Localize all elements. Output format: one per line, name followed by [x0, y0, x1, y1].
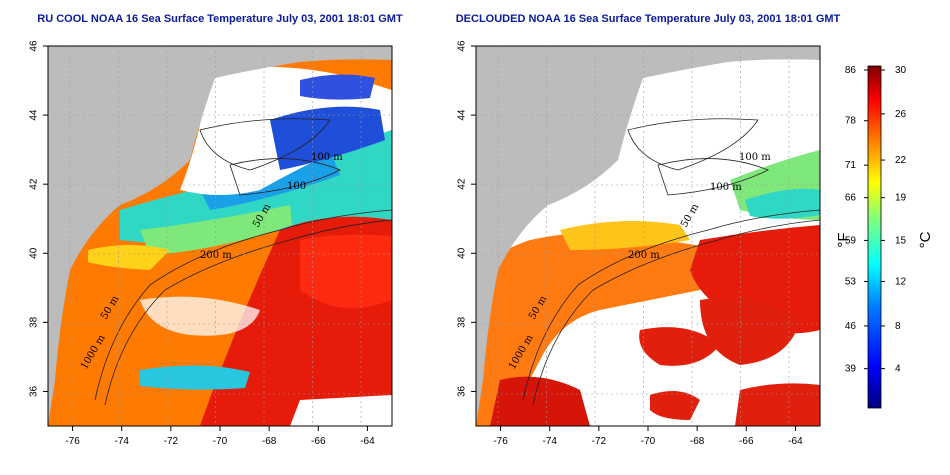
- colorbar-celsius-ticks: 30 26 22 19 15 12 8 4: [881, 65, 907, 375]
- contour-label: 100 m: [710, 182, 742, 193]
- x-tick-label: -76: [65, 436, 80, 447]
- x-axis-right: -76 -74 -72 -70 -68 -66 -64: [493, 426, 803, 447]
- y-tick-label: 38: [29, 316, 40, 328]
- sst-map-left: [48, 46, 392, 426]
- colorbar-f-tick: 46: [845, 321, 857, 332]
- y-tick-label: 40: [457, 247, 468, 259]
- sst-map-right: [476, 46, 820, 426]
- y-tick-label: 44: [29, 109, 40, 121]
- x-tick-label: -70: [641, 436, 656, 447]
- x-tick-label: -64: [788, 436, 803, 447]
- y-tick-label: 36: [29, 385, 40, 397]
- x-tick-label: -66: [739, 436, 754, 447]
- x-tick-label: -68: [262, 436, 277, 447]
- y-tick-label: 42: [457, 178, 468, 190]
- y-tick-label: 36: [457, 385, 468, 397]
- celsius-label: °C: [917, 231, 934, 248]
- colorbar-f-tick: 78: [845, 116, 857, 127]
- y-axis-right: 36 38 40 42 44 46: [457, 40, 476, 397]
- x-tick-label: -70: [213, 436, 228, 447]
- colorbar-f-tick: 39: [845, 364, 857, 375]
- colorbar-f-tick: 66: [845, 193, 857, 204]
- colorbar-f-tick: 86: [845, 65, 857, 76]
- contour-label: 200 m: [628, 250, 660, 261]
- colorbar-c-tick: 26: [895, 109, 907, 120]
- gridlines-right: [476, 46, 820, 426]
- y-tick-label: 46: [29, 40, 40, 52]
- colorbar-fahrenheit-ticks: 86 78 71 66 59 53 46 39: [845, 65, 868, 375]
- y-tick-label: 38: [457, 316, 468, 328]
- colorbar-f-tick: 53: [845, 276, 857, 287]
- colorbar-c-tick: 30: [895, 65, 907, 76]
- x-tick-label: -72: [164, 436, 179, 447]
- colorbar-c-tick: 4: [895, 364, 901, 375]
- colorbar-c-tick: 19: [895, 193, 907, 204]
- panel-left-title: RU COOL NOAA 16 Sea Surface Temperature …: [37, 13, 403, 25]
- contour-label: 100 m: [311, 152, 343, 163]
- colorbar-f-tick: 71: [845, 160, 857, 171]
- colorbar-c-tick: 22: [895, 155, 907, 166]
- contour-label: 200 m: [200, 250, 232, 261]
- x-tick-label: -64: [360, 436, 375, 447]
- colorbar: 86 78 71 66 59 53 46 39 30 26 22 19 15 12 8 4 °F °C: [835, 65, 934, 409]
- contour-label: 100: [287, 181, 306, 192]
- y-tick-label: 40: [29, 247, 40, 259]
- fahrenheit-label: °F: [835, 232, 852, 247]
- panel-left: RU COOL NOAA 16 Sea Surface Temperature …: [29, 13, 403, 447]
- y-axis-left: 36 38 40 42 44 46: [29, 40, 48, 397]
- y-tick-label: 46: [457, 40, 468, 52]
- x-tick-label: -66: [311, 436, 326, 447]
- panel-right: DECLOUDED NOAA 16 Sea Surface Temperatur…: [456, 13, 841, 447]
- colorbar-f-tick: 59: [845, 235, 857, 246]
- x-tick-label: -74: [542, 436, 557, 447]
- y-tick-label: 42: [29, 178, 40, 190]
- colorbar-c-tick: 15: [895, 235, 907, 246]
- x-axis-left: -76 -74 -72 -70 -68 -66 -64: [65, 426, 375, 447]
- contour-label: 100 m: [739, 152, 771, 163]
- colorbar-c-tick: 12: [895, 276, 907, 287]
- colorbar-c-tick: 8: [895, 321, 901, 332]
- x-tick-label: -76: [493, 436, 508, 447]
- x-tick-label: -68: [690, 436, 705, 447]
- x-tick-label: -74: [114, 436, 129, 447]
- y-tick-label: 44: [457, 109, 468, 121]
- x-tick-label: -72: [592, 436, 607, 447]
- gridlines-left: [48, 46, 392, 426]
- colorbar-scale: [867, 65, 882, 409]
- panel-right-title: DECLOUDED NOAA 16 Sea Surface Temperatur…: [456, 13, 841, 25]
